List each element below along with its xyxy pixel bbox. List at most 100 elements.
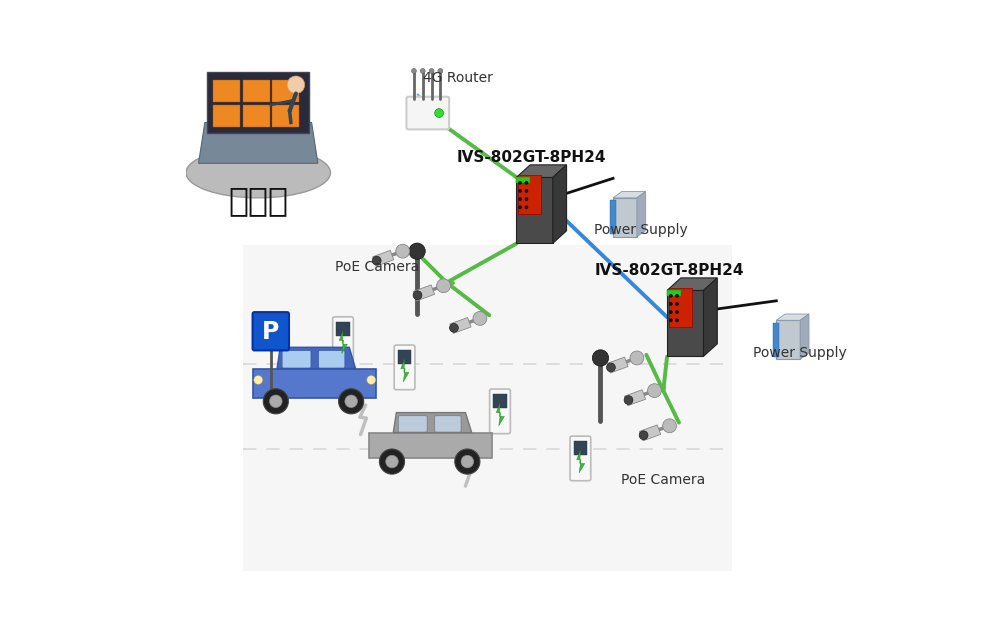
FancyBboxPatch shape (213, 105, 240, 127)
FancyBboxPatch shape (518, 175, 541, 214)
Polygon shape (450, 318, 471, 333)
Text: PoE Camera: PoE Camera (335, 260, 420, 274)
Polygon shape (553, 165, 567, 243)
FancyBboxPatch shape (490, 389, 510, 433)
Circle shape (270, 395, 282, 408)
Circle shape (524, 197, 528, 201)
Circle shape (639, 431, 648, 440)
Circle shape (438, 68, 443, 73)
Circle shape (669, 302, 673, 306)
Text: IVS-802GT-8PH24: IVS-802GT-8PH24 (457, 149, 606, 165)
Circle shape (339, 389, 364, 414)
FancyBboxPatch shape (336, 322, 350, 336)
Circle shape (254, 376, 263, 384)
Polygon shape (613, 198, 637, 237)
Circle shape (518, 181, 522, 185)
FancyBboxPatch shape (667, 290, 681, 296)
Circle shape (409, 243, 425, 259)
Text: Power Supply: Power Supply (594, 224, 688, 237)
FancyBboxPatch shape (435, 416, 461, 432)
FancyBboxPatch shape (333, 317, 353, 361)
Text: PoE Camera: PoE Camera (621, 474, 705, 487)
Polygon shape (640, 425, 661, 441)
Polygon shape (667, 278, 717, 290)
Circle shape (675, 302, 679, 306)
FancyBboxPatch shape (570, 436, 591, 481)
FancyBboxPatch shape (669, 288, 692, 327)
Circle shape (379, 449, 405, 474)
FancyBboxPatch shape (243, 105, 270, 127)
Circle shape (413, 291, 422, 300)
Polygon shape (624, 390, 646, 406)
Circle shape (669, 318, 673, 322)
Polygon shape (637, 192, 646, 237)
Circle shape (607, 363, 615, 372)
FancyBboxPatch shape (207, 72, 309, 133)
Polygon shape (516, 177, 553, 243)
Text: P: P (262, 320, 279, 344)
Polygon shape (369, 433, 492, 458)
Ellipse shape (186, 148, 330, 198)
FancyBboxPatch shape (272, 105, 299, 127)
Circle shape (524, 205, 528, 209)
Circle shape (669, 310, 673, 314)
Polygon shape (516, 165, 567, 177)
Circle shape (455, 449, 480, 474)
FancyBboxPatch shape (243, 245, 732, 571)
Text: IVS-802GT-8PH24: IVS-802GT-8PH24 (595, 263, 744, 278)
FancyBboxPatch shape (398, 350, 411, 364)
Circle shape (630, 351, 644, 365)
Circle shape (675, 294, 679, 298)
FancyBboxPatch shape (243, 80, 270, 102)
Circle shape (669, 294, 673, 298)
FancyBboxPatch shape (394, 345, 415, 389)
Polygon shape (373, 251, 394, 266)
FancyBboxPatch shape (282, 350, 311, 368)
Circle shape (372, 256, 381, 265)
Polygon shape (199, 122, 318, 163)
Circle shape (345, 395, 357, 408)
Polygon shape (339, 331, 347, 354)
Circle shape (461, 455, 474, 468)
Circle shape (524, 189, 528, 193)
FancyBboxPatch shape (406, 97, 449, 129)
Circle shape (518, 189, 522, 193)
Polygon shape (613, 192, 646, 198)
FancyBboxPatch shape (272, 80, 299, 102)
FancyBboxPatch shape (398, 416, 427, 432)
Polygon shape (607, 357, 628, 373)
Polygon shape (253, 369, 376, 398)
Circle shape (437, 279, 450, 293)
FancyBboxPatch shape (610, 200, 616, 234)
Circle shape (648, 384, 661, 398)
Circle shape (675, 318, 679, 322)
Polygon shape (577, 450, 585, 473)
FancyBboxPatch shape (319, 350, 345, 368)
Circle shape (396, 244, 410, 258)
Circle shape (524, 181, 528, 185)
Circle shape (624, 396, 633, 404)
FancyBboxPatch shape (574, 441, 587, 455)
Circle shape (287, 76, 305, 94)
Circle shape (450, 323, 458, 332)
Text: Power Supply: Power Supply (753, 346, 847, 360)
Circle shape (518, 205, 522, 209)
Circle shape (367, 376, 376, 384)
Polygon shape (776, 320, 800, 359)
Circle shape (473, 311, 487, 325)
Polygon shape (393, 413, 472, 433)
Text: 4G Router: 4G Router (423, 72, 493, 85)
Text: 監控室: 監控室 (228, 185, 288, 217)
Circle shape (592, 350, 609, 366)
Circle shape (675, 310, 679, 314)
Polygon shape (496, 403, 504, 426)
Polygon shape (401, 359, 409, 382)
Polygon shape (667, 290, 703, 356)
FancyBboxPatch shape (493, 394, 507, 408)
FancyBboxPatch shape (213, 80, 240, 102)
FancyBboxPatch shape (773, 323, 779, 357)
Circle shape (435, 109, 443, 117)
Polygon shape (703, 278, 717, 356)
Polygon shape (277, 347, 356, 369)
FancyBboxPatch shape (516, 177, 530, 183)
